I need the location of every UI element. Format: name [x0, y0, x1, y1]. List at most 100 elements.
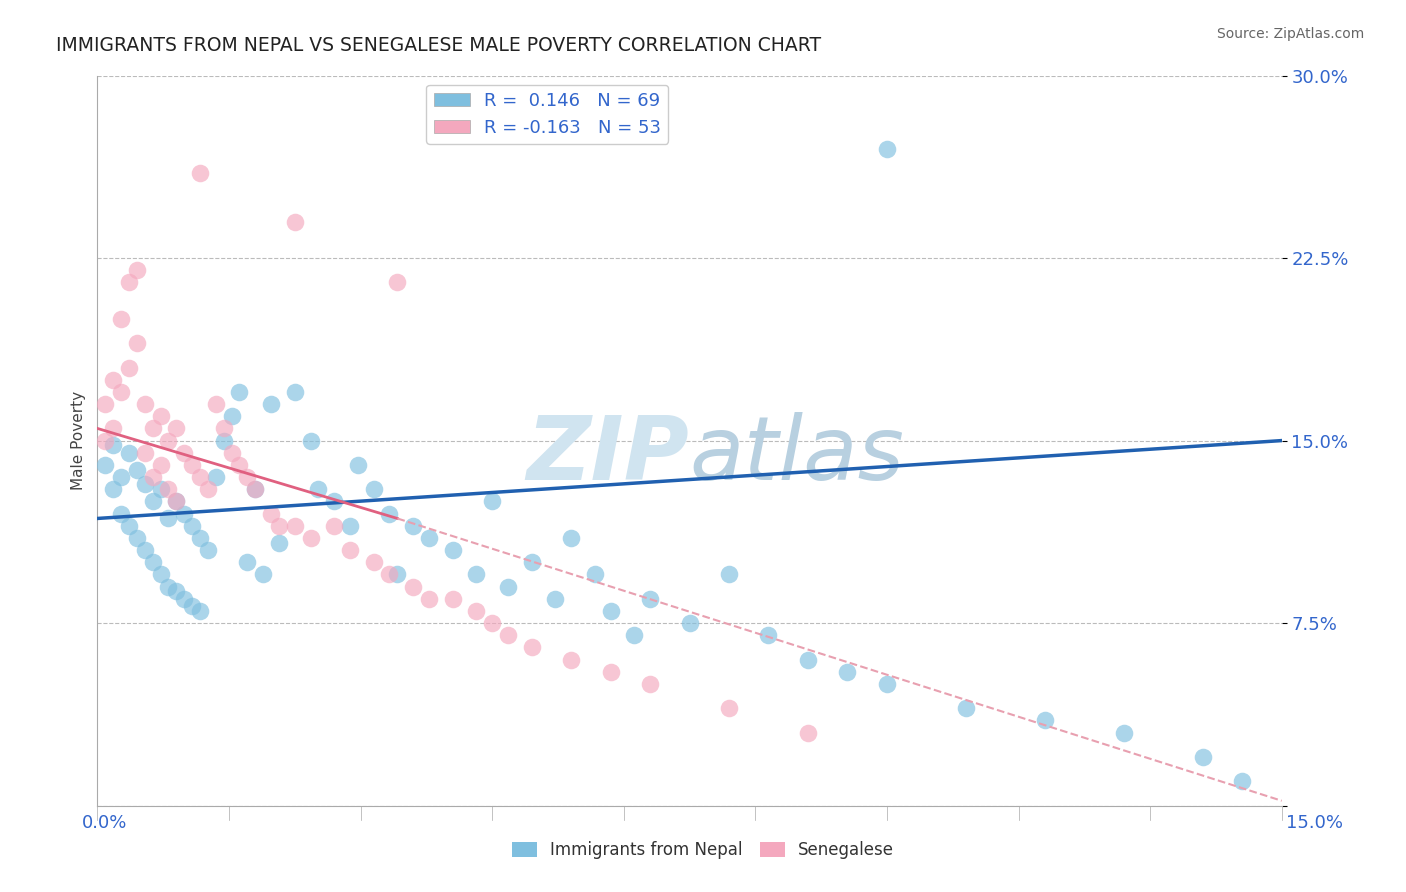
Point	[284, 518, 307, 533]
Point	[339, 543, 361, 558]
Point	[142, 470, 165, 484]
Point	[267, 536, 290, 550]
Point	[797, 725, 820, 739]
Point	[149, 482, 172, 496]
Point	[173, 507, 195, 521]
Point	[387, 276, 409, 290]
Point	[118, 360, 141, 375]
Point	[142, 494, 165, 508]
Point	[236, 470, 259, 484]
Point	[496, 628, 519, 642]
Point	[1232, 774, 1254, 789]
Point	[110, 312, 132, 326]
Point	[1033, 714, 1056, 728]
Point	[481, 616, 503, 631]
Point	[134, 477, 156, 491]
Point	[418, 531, 440, 545]
Point	[638, 591, 661, 606]
Point	[173, 591, 195, 606]
Point	[221, 446, 243, 460]
Point	[402, 580, 425, 594]
Point	[188, 166, 211, 180]
Point	[149, 409, 172, 424]
Point	[134, 543, 156, 558]
Point	[125, 531, 148, 545]
Point	[245, 482, 267, 496]
Point	[583, 567, 606, 582]
Point	[267, 518, 290, 533]
Point	[797, 652, 820, 666]
Legend: R =  0.146   N = 69, R = -0.163   N = 53: R = 0.146 N = 69, R = -0.163 N = 53	[426, 85, 668, 144]
Point	[599, 665, 621, 679]
Point	[252, 567, 274, 582]
Point	[204, 397, 226, 411]
Point	[181, 518, 204, 533]
Point	[284, 384, 307, 399]
Point	[118, 518, 141, 533]
Point	[165, 494, 187, 508]
Text: IMMIGRANTS FROM NEPAL VS SENEGALESE MALE POVERTY CORRELATION CHART: IMMIGRANTS FROM NEPAL VS SENEGALESE MALE…	[56, 36, 821, 54]
Point	[134, 397, 156, 411]
Point	[718, 567, 741, 582]
Text: 0.0%: 0.0%	[82, 814, 127, 831]
Point	[197, 543, 219, 558]
Point	[118, 276, 141, 290]
Point	[197, 482, 219, 496]
Point	[560, 531, 582, 545]
Point	[465, 604, 488, 618]
Point	[307, 482, 329, 496]
Point	[638, 677, 661, 691]
Point	[188, 531, 211, 545]
Text: Source: ZipAtlas.com: Source: ZipAtlas.com	[1216, 27, 1364, 41]
Text: 15.0%: 15.0%	[1285, 814, 1343, 831]
Point	[339, 518, 361, 533]
Point	[758, 628, 780, 642]
Point	[876, 677, 898, 691]
Text: atlas: atlas	[689, 412, 904, 499]
Point	[101, 373, 124, 387]
Point	[560, 652, 582, 666]
Point	[101, 438, 124, 452]
Point	[347, 458, 370, 472]
Point	[165, 421, 187, 435]
Point	[149, 458, 172, 472]
Point	[94, 434, 117, 448]
Point	[181, 458, 204, 472]
Point	[441, 591, 464, 606]
Point	[173, 446, 195, 460]
Point	[157, 482, 180, 496]
Point	[142, 555, 165, 569]
Point	[955, 701, 977, 715]
Point	[142, 421, 165, 435]
Point	[157, 511, 180, 525]
Point	[149, 567, 172, 582]
Text: ZIP: ZIP	[527, 412, 689, 499]
Point	[387, 567, 409, 582]
Point	[402, 518, 425, 533]
Point	[520, 640, 543, 655]
Point	[110, 384, 132, 399]
Point	[1191, 750, 1213, 764]
Point	[94, 397, 117, 411]
Point	[188, 604, 211, 618]
Point	[125, 336, 148, 351]
Point	[599, 604, 621, 618]
Point	[228, 458, 250, 472]
Point	[1112, 725, 1135, 739]
Point	[204, 470, 226, 484]
Point	[378, 507, 401, 521]
Legend: Immigrants from Nepal, Senegalese: Immigrants from Nepal, Senegalese	[505, 835, 901, 866]
Point	[236, 555, 259, 569]
Point	[181, 599, 204, 613]
Point	[520, 555, 543, 569]
Point	[718, 701, 741, 715]
Point	[212, 434, 235, 448]
Point	[323, 494, 346, 508]
Point	[125, 263, 148, 277]
Point	[118, 446, 141, 460]
Point	[260, 507, 283, 521]
Point	[418, 591, 440, 606]
Point	[481, 494, 503, 508]
Point	[157, 580, 180, 594]
Point	[110, 470, 132, 484]
